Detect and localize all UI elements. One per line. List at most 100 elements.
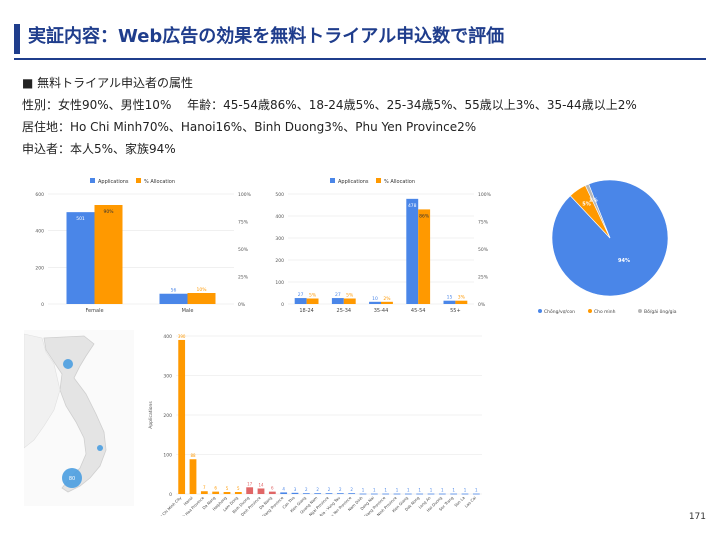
map-bubble (97, 445, 103, 451)
y2-tick-label: 50% (238, 247, 249, 253)
y-tick-label: 100 (163, 453, 172, 459)
bar-applications (348, 493, 356, 495)
y-tick-label: 200 (275, 258, 284, 264)
bar-value-label: 10% (196, 287, 207, 293)
bar-applications (450, 493, 458, 495)
legend-label-allocation: % Allocation (384, 179, 415, 185)
bar-value-label: 86% (419, 213, 430, 219)
bar-value-label: 1 (452, 488, 455, 493)
age-chart: Applications % Allocation 0 100 200 300 400 500… (275, 178, 492, 314)
y-tick-label: 0 (281, 302, 284, 308)
bar-applications (336, 493, 344, 495)
bar-value-label: 88 (190, 453, 196, 458)
y2-tick-label: 50% (478, 247, 489, 253)
bar-allocation (343, 298, 356, 304)
bar-value-label: 17 (247, 481, 253, 486)
bar-applications (291, 492, 299, 494)
bar-value-label: 7 (203, 485, 206, 490)
vietnam-country-shape (43, 335, 107, 493)
bar-value-label: 1 (373, 488, 376, 493)
y2-tick-label: 75% (478, 220, 489, 226)
x-tick-label: 18-24 (299, 308, 314, 314)
bar-allocation (418, 209, 431, 304)
map-bubble-label: 80 (69, 476, 75, 482)
y-tick-label: 500 (275, 192, 284, 198)
title-accent-bar (14, 24, 20, 54)
bar-value-label: 1 (418, 488, 421, 493)
bar-applications (472, 493, 480, 495)
pie-value-label: 5% (582, 201, 591, 207)
bar-applications (66, 212, 95, 304)
bar-value-label: 2 (339, 487, 342, 492)
y2-tick-label: 0% (478, 302, 486, 308)
bar-applications (325, 493, 333, 495)
bar-value-label: 90% (103, 209, 114, 215)
bar-applications (461, 493, 469, 495)
y-tick-label: 100 (275, 280, 284, 286)
applicant-pie-panel: 94% 5% 1% Chồng/vợ/con Cho mình Bố/gái ông/gi… (530, 174, 690, 320)
y-tick-label: 300 (275, 236, 284, 242)
bar-value-label: 27 (335, 292, 341, 298)
bar-applications (314, 493, 322, 495)
bar-allocation (306, 298, 319, 304)
bar-value-label: 56 (171, 288, 177, 294)
y-tick-label: 400 (35, 229, 44, 235)
bar-applications (234, 492, 242, 494)
map-bubble (63, 359, 73, 369)
gender-chart: Applications % Allocation 0 200 400 600 0% 25% 5… (35, 178, 252, 314)
y2-tick-label: 25% (238, 275, 249, 281)
bar-applications (416, 493, 424, 495)
bar-applications (200, 491, 208, 494)
bar-applications (404, 493, 412, 495)
legend-swatch (638, 309, 642, 313)
bar-value-label: 15 (447, 295, 453, 301)
bar-value-label: 2 (305, 487, 308, 492)
legend-swatch-allocation (136, 178, 141, 183)
bar-value-label: 5% (346, 293, 354, 299)
bar-allocation (187, 293, 216, 304)
x-tick-label: Female (85, 308, 103, 314)
bar-value-label: 1 (384, 488, 387, 493)
y2-tick-label: 0% (238, 302, 246, 308)
bar-value-label: 4 (282, 486, 285, 491)
x-tick-label: 45-54 (411, 308, 426, 314)
bar-value-label: 1 (396, 488, 399, 493)
legend-label-applications: Applications (98, 179, 129, 185)
bar-applications (427, 493, 435, 495)
bar-applications (212, 491, 220, 494)
bar-value-label: 6 (214, 486, 217, 491)
demographics-gender-age: 性別：女性90%、男性10% 年齢：45-54歳86%、18-24歳5%、25-… (22, 98, 637, 112)
bar-applications (331, 298, 344, 304)
bar-applications (268, 491, 276, 494)
vietnam-map-panel: 80 (23, 330, 134, 506)
x-tick-label: Male (182, 308, 194, 314)
bar-applications (369, 301, 381, 304)
bar-value-label: 2% (383, 296, 391, 302)
bar-value-label: 3% (458, 295, 466, 301)
y2-tick-label: 100% (238, 192, 252, 198)
bar-value-label: 2 (316, 487, 319, 492)
legend-swatch-applications (90, 178, 95, 183)
page-title: 実証内容：Web広告の効果を無料トライアル申込数で評価 (28, 26, 505, 47)
bar-value-label: 14 (258, 482, 264, 487)
bar-value-label: 2 (328, 487, 331, 492)
map-bubble (62, 468, 82, 488)
bar-value-label: 1 (441, 488, 444, 493)
bar-applications (302, 493, 310, 495)
y2-tick-label: 75% (238, 220, 249, 226)
bar-allocation (94, 205, 123, 304)
page-number: 171 (688, 512, 706, 522)
bar-applications (393, 493, 401, 495)
x-tick-label: 25-34 (337, 308, 352, 314)
legend-label: Cho mình (594, 308, 616, 315)
x-tick-label: Lao Cai (464, 495, 477, 508)
y-tick-label: 200 (163, 413, 172, 419)
bar-applications (189, 459, 197, 494)
legend-swatch-allocation (376, 178, 381, 183)
y-axis-label: Applications (148, 401, 154, 429)
title-divider (14, 58, 706, 60)
bar-allocation (455, 300, 468, 304)
bar-applications (280, 492, 288, 494)
legend-swatch (588, 309, 592, 313)
y2-tick-label: 100% (478, 192, 492, 198)
